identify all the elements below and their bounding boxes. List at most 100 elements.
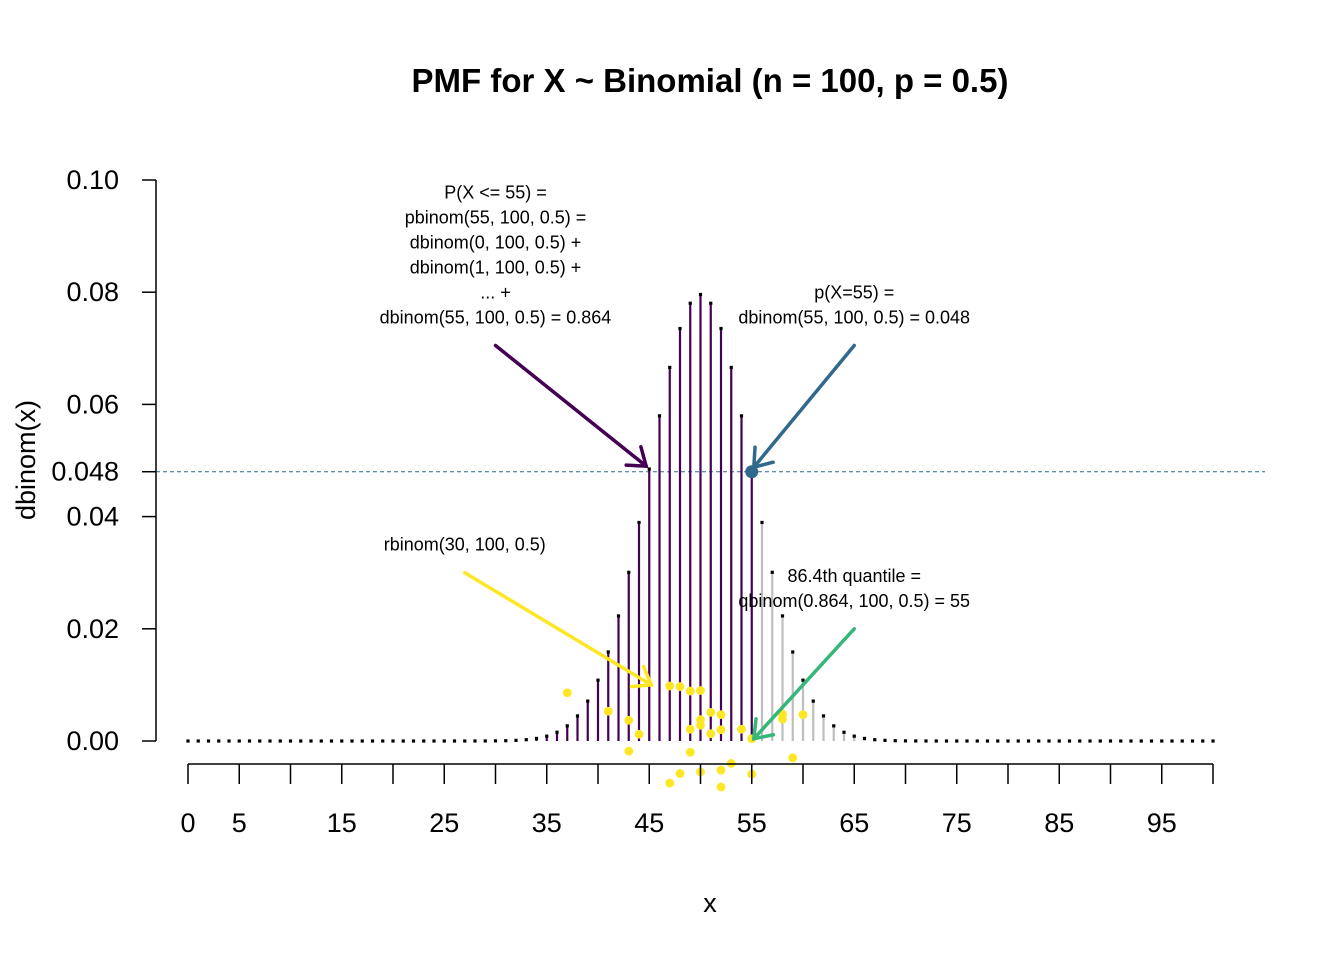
pmf-bar-cap xyxy=(309,739,313,743)
pmf-bar-cap xyxy=(944,739,949,743)
pmf-bar-cap xyxy=(268,739,272,743)
pmf-bar-cap xyxy=(616,614,621,618)
pmf-bar-cap xyxy=(473,739,477,743)
pmf-bar-cap xyxy=(391,739,395,743)
pmf-bar-cap xyxy=(914,739,918,743)
y-tick-label: 0.10 xyxy=(66,165,119,195)
pmf-bar-cap xyxy=(852,734,856,738)
pmf-bar-cap xyxy=(1098,739,1102,743)
pmf-bar-cap xyxy=(955,739,959,743)
annotation-arrow-shaft xyxy=(493,343,648,468)
annotation-text: rbinom(30, 100, 0.5) xyxy=(384,535,546,555)
y-tick-label: 0.048 xyxy=(51,457,119,487)
pmf-bar-cap xyxy=(729,365,733,370)
pmf-bar-cap xyxy=(1047,739,1051,743)
sample-point xyxy=(716,765,726,775)
pmf-bar-cap xyxy=(422,739,426,743)
annotation-arrow-head xyxy=(751,717,776,741)
sample-point xyxy=(634,729,644,739)
pmf-bar-cap xyxy=(1160,739,1164,743)
pmf-bar-cap xyxy=(596,678,600,682)
annotation-text: dbinom(55, 100, 0.5) = 0.048 xyxy=(738,307,970,327)
annotation-text: pbinom(55, 100, 0.5) = xyxy=(405,207,587,227)
pmf-bar-cap xyxy=(1016,739,1020,743)
pmf-bar-cap xyxy=(842,730,846,734)
pmf-bar-cap xyxy=(647,467,651,471)
pmf-bar-cap xyxy=(340,739,344,743)
pmf-bar-cap xyxy=(545,734,549,738)
annotation-text: qbinom(0.864, 100, 0.5) = 55 xyxy=(738,591,970,611)
sample-point xyxy=(696,720,705,730)
pmf-bar-cap xyxy=(196,739,200,743)
pmf-bar-cap xyxy=(237,739,241,743)
pmf-bar-cap xyxy=(247,739,252,743)
pmf-bar-cap xyxy=(862,736,867,741)
sample-point xyxy=(716,725,726,735)
pmf-bar-cap xyxy=(965,739,969,743)
pmf-bar-cap xyxy=(493,739,498,743)
pmf-bar-cap xyxy=(698,292,703,297)
pmf-bar-cap xyxy=(657,414,662,418)
pmf-bar-cap xyxy=(565,724,569,728)
pmf-bar-cap xyxy=(903,739,908,743)
pmf-bar-cap xyxy=(586,699,590,703)
pmf-bar-cap xyxy=(873,738,877,742)
pmf-bar-cap xyxy=(217,739,221,743)
pmf-bar-cap xyxy=(719,326,723,331)
x-tick-label: 15 xyxy=(327,808,357,838)
pmf-bar-cap xyxy=(883,738,887,742)
pmf-bar-cap xyxy=(319,739,323,743)
sample-point xyxy=(624,746,634,756)
pmf-bar-cap xyxy=(770,570,774,574)
sample-point xyxy=(665,778,675,788)
chart-title: PMF for X ~ Binomial (n = 100, p = 0.5) xyxy=(412,62,1009,99)
sample-points xyxy=(562,681,808,792)
annotation-arrow-head xyxy=(629,664,654,689)
annotation-text: dbinom(0, 100, 0.5) + xyxy=(410,232,582,252)
sample-point xyxy=(778,714,787,724)
sample-point xyxy=(706,729,716,739)
pmf-bar-cap xyxy=(709,301,713,305)
pmf-bar-cap xyxy=(1067,739,1072,743)
sample-point xyxy=(696,686,705,695)
sample-point xyxy=(737,724,746,734)
pmf-bar-cap xyxy=(206,739,211,743)
pmf-bar-cap xyxy=(575,714,580,718)
pmf-bar-cap xyxy=(483,739,487,743)
sample-point xyxy=(685,686,695,696)
pmf-bar-cap xyxy=(821,714,826,718)
pmf-bar-cap xyxy=(893,739,897,743)
x-tick-label: 45 xyxy=(634,808,664,838)
pmf-bar-cap xyxy=(1119,739,1123,743)
pmf-bar-cap xyxy=(1057,739,1061,743)
pmf-bar-cap xyxy=(401,739,405,743)
pmf-bar-cap xyxy=(1129,739,1133,743)
annotation-text: p(X=55) = xyxy=(814,282,894,302)
pmf-bar-cap xyxy=(555,730,559,734)
sample-point xyxy=(665,681,675,691)
y-tick-label: 0.06 xyxy=(66,389,119,419)
pmf-bar-cap xyxy=(452,739,457,743)
pmf-bar-cap xyxy=(288,739,293,743)
pmf-bar-cap xyxy=(811,699,815,703)
sample-point xyxy=(685,724,695,734)
sample-point xyxy=(788,753,798,763)
pmf-bar-cap xyxy=(780,614,785,618)
x-axis: 0 5 15 25 35 45 55 65 75 85 95 xyxy=(180,763,1214,838)
pmf-bar-cap xyxy=(1190,739,1195,743)
pmf-bar-cap xyxy=(1078,739,1082,743)
pmf-bar-cap xyxy=(1088,739,1092,743)
pmf-bar-cap xyxy=(1149,739,1154,743)
annotation-arrow-shaft xyxy=(752,627,856,741)
pmf-bar-cap xyxy=(637,520,641,525)
pmf-bar-cap xyxy=(1006,739,1010,743)
pmf-bar-cap xyxy=(996,739,1000,743)
pmf-bar-cap xyxy=(1201,739,1205,743)
pmf-bar-cap xyxy=(1139,739,1143,743)
y-axis-title: dbinom(x) xyxy=(11,400,41,520)
sample-point xyxy=(675,682,685,691)
pmf-bar-cap xyxy=(329,739,334,743)
annotation-text: dbinom(1, 100, 0.5) + xyxy=(410,257,582,277)
pmf-bar-cap xyxy=(278,739,282,743)
